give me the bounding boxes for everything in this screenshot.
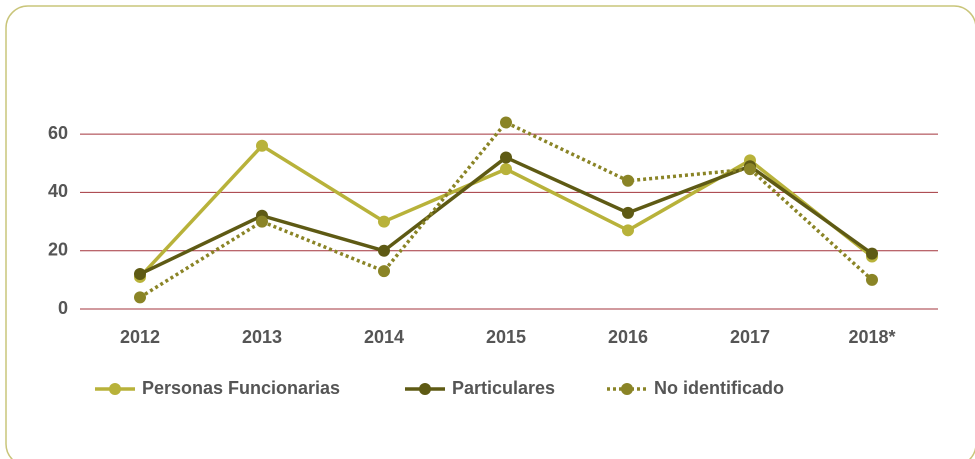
series-line xyxy=(139,120,874,299)
data-point xyxy=(622,174,634,187)
data-point xyxy=(622,224,634,237)
data-point xyxy=(500,151,512,164)
data-point xyxy=(378,244,390,257)
legend-label: Personas Funcionarias xyxy=(142,378,340,398)
data-point xyxy=(744,163,756,176)
data-point xyxy=(378,215,390,228)
legend-marker xyxy=(419,383,431,395)
y-tick-label: 0 xyxy=(58,298,68,318)
x-tick-label: 2015 xyxy=(486,327,526,347)
x-tick-label: 2013 xyxy=(242,327,282,347)
data-point xyxy=(134,291,146,304)
x-tick-label: 2017 xyxy=(730,327,770,347)
x-tick-label: 2012 xyxy=(120,327,160,347)
y-tick-label: 20 xyxy=(48,239,68,259)
frame xyxy=(5,5,975,459)
data-point xyxy=(622,206,634,219)
legend-label: Particulares xyxy=(452,378,555,398)
data-point xyxy=(256,215,268,228)
legend-label: No identificado xyxy=(654,378,784,398)
data-point xyxy=(866,273,878,286)
data-point xyxy=(866,247,878,260)
x-tick-label: 2018* xyxy=(848,327,895,347)
data-point xyxy=(500,116,512,129)
x-tick-label: 2016 xyxy=(608,327,648,347)
y-tick-label: 40 xyxy=(48,181,68,201)
data-point xyxy=(500,163,512,176)
y-tick-label: 60 xyxy=(48,123,68,143)
data-point xyxy=(134,268,146,281)
legend-marker xyxy=(109,383,121,395)
legend-marker xyxy=(621,383,633,395)
data-point xyxy=(378,265,390,278)
data-point xyxy=(256,139,268,152)
x-tick-label: 2014 xyxy=(364,327,404,347)
